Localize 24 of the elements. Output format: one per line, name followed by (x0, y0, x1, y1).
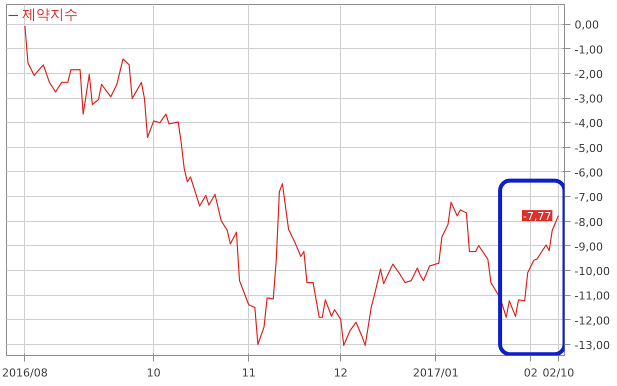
y-tick-label: -11,00 (574, 290, 610, 303)
annotation: -7,77 (522, 210, 552, 224)
y-tick-label: -12,00 (574, 314, 610, 328)
legend-label: 제약지수 (22, 6, 78, 24)
x-tick-label: 10 (146, 366, 161, 380)
x-tick-label: 02 (524, 366, 538, 380)
y-tick-label: -4,00 (574, 117, 603, 130)
y-tick-label: -1,00 (574, 43, 603, 56)
y-tick-label: 0,00 (574, 18, 599, 32)
x-tick-label: 02/10 (542, 366, 574, 380)
y-tick-label: -9,00 (574, 240, 603, 254)
y-tick-label: -3,00 (574, 92, 603, 106)
x-tick-label: 12 (334, 366, 348, 380)
x-tick-label: 2016/08 (2, 366, 48, 380)
x-tick-label: 2017/01 (412, 366, 459, 380)
x-tick-label: 11 (242, 366, 256, 380)
line-series (24, 25, 559, 346)
y-tick-label: -8,00 (574, 216, 603, 229)
y-tick-label: -7,00 (574, 191, 603, 204)
y-tick-label: -13,00 (574, 338, 610, 352)
y-tick-label: -2,00 (574, 68, 603, 81)
y-tick-label: -5,00 (574, 142, 603, 155)
y-tick-label: -10,00 (574, 265, 610, 278)
y-tick-label: -6,00 (574, 166, 603, 180)
